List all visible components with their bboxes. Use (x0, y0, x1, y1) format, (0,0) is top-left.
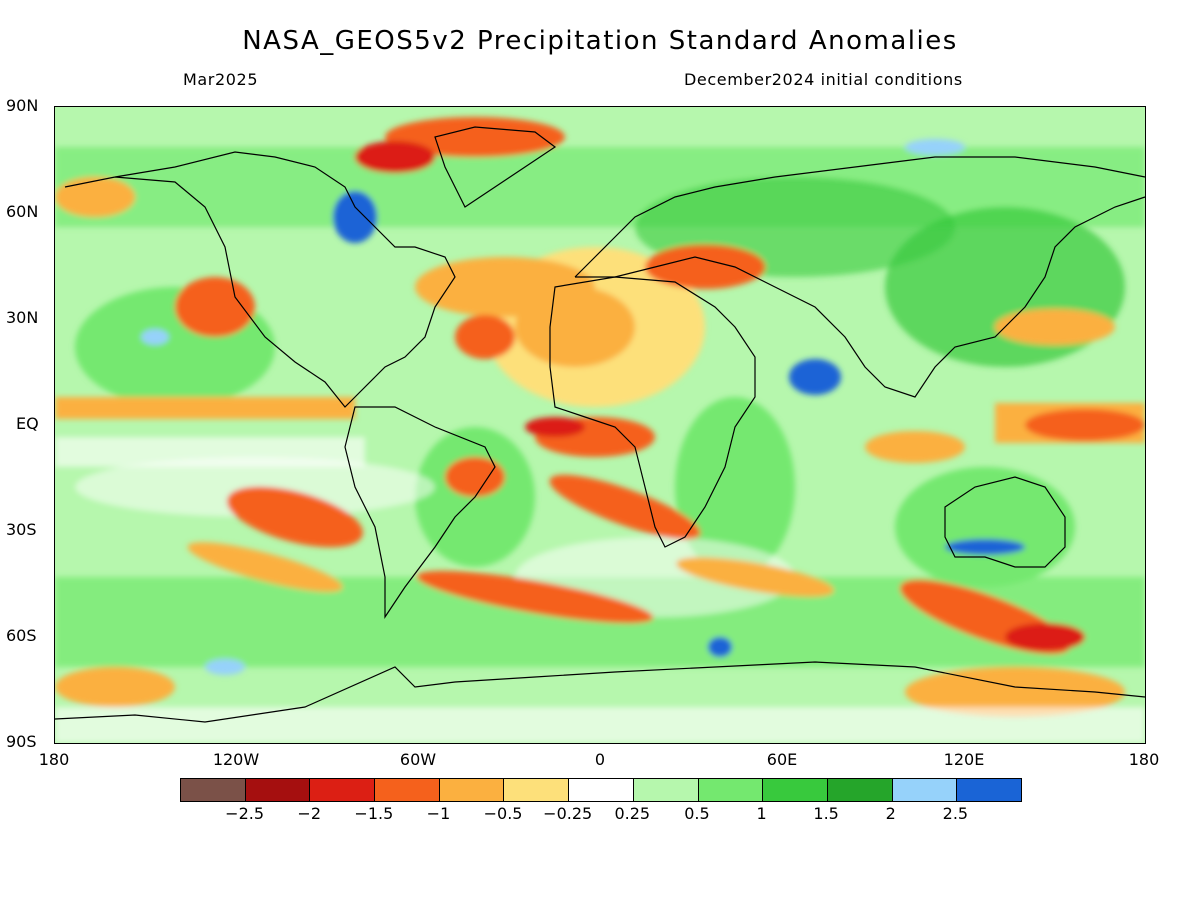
colorbar (180, 778, 1022, 802)
lon-label-60w: 60W (399, 750, 437, 769)
anomaly-map-canvas (55, 107, 1145, 743)
anomaly-field (55, 117, 1145, 743)
lon-label-180w: 180 (38, 750, 70, 769)
colorbar-swatch (439, 779, 505, 801)
colorbar-swatch (569, 779, 634, 801)
lon-label-120w: 120W (212, 750, 260, 769)
colorbar-tick-label: 2.5 (942, 804, 969, 823)
colorbar-tick-label: −0.25 (543, 804, 593, 823)
colorbar-tick-label: 0.5 (684, 804, 710, 823)
colorbar-swatch (957, 779, 1021, 801)
anomaly-map (54, 106, 1146, 744)
initial-conditions-label: December2024 initial conditions (684, 70, 963, 89)
colorbar-swatch (633, 779, 699, 801)
lat-label-60s: 60S (6, 626, 37, 645)
colorbar-swatch (827, 779, 893, 801)
forecast-month: Mar2025 (183, 70, 259, 89)
lat-label-eq: EQ (16, 414, 39, 433)
colorbar-swatch (310, 779, 376, 801)
lon-label-180e: 180 (1128, 750, 1160, 769)
colorbar-tick-label: −1 (426, 804, 451, 823)
colorbar-tick-label: −0.5 (483, 804, 523, 823)
lon-label-0: 0 (594, 750, 606, 769)
colorbar-swatch (181, 779, 246, 801)
colorbar-tick-label: 2 (885, 804, 896, 823)
map-title: NASA_GEOS5v2 Precipitation Standard Anom… (242, 26, 958, 56)
coastlines (55, 126, 1145, 723)
colorbar-swatch (892, 779, 958, 801)
lat-label-90n: 90N (6, 96, 39, 115)
colorbar-swatch (698, 779, 764, 801)
colorbar-swatch (245, 779, 311, 801)
colorbar-swatch (375, 779, 440, 801)
lat-label-60n: 60N (6, 202, 39, 221)
colorbar-tick-label: −2 (297, 804, 322, 823)
lon-label-60e: 60E (766, 750, 798, 769)
colorbar-swatch (504, 779, 570, 801)
colorbar-tick-label: 1 (756, 804, 767, 823)
colorbar-swatch (763, 779, 828, 801)
lat-label-30n: 30N (6, 308, 39, 327)
colorbar-tick-label: 0.25 (614, 804, 651, 823)
lat-label-90s: 90S (6, 732, 37, 751)
colorbar-tick-label: −1.5 (354, 804, 394, 823)
colorbar-tick-label: −2.5 (225, 804, 265, 823)
lon-label-120e: 120E (943, 750, 985, 769)
colorbar-tick-label: 1.5 (813, 804, 839, 823)
lat-label-30s: 30S (6, 520, 37, 539)
